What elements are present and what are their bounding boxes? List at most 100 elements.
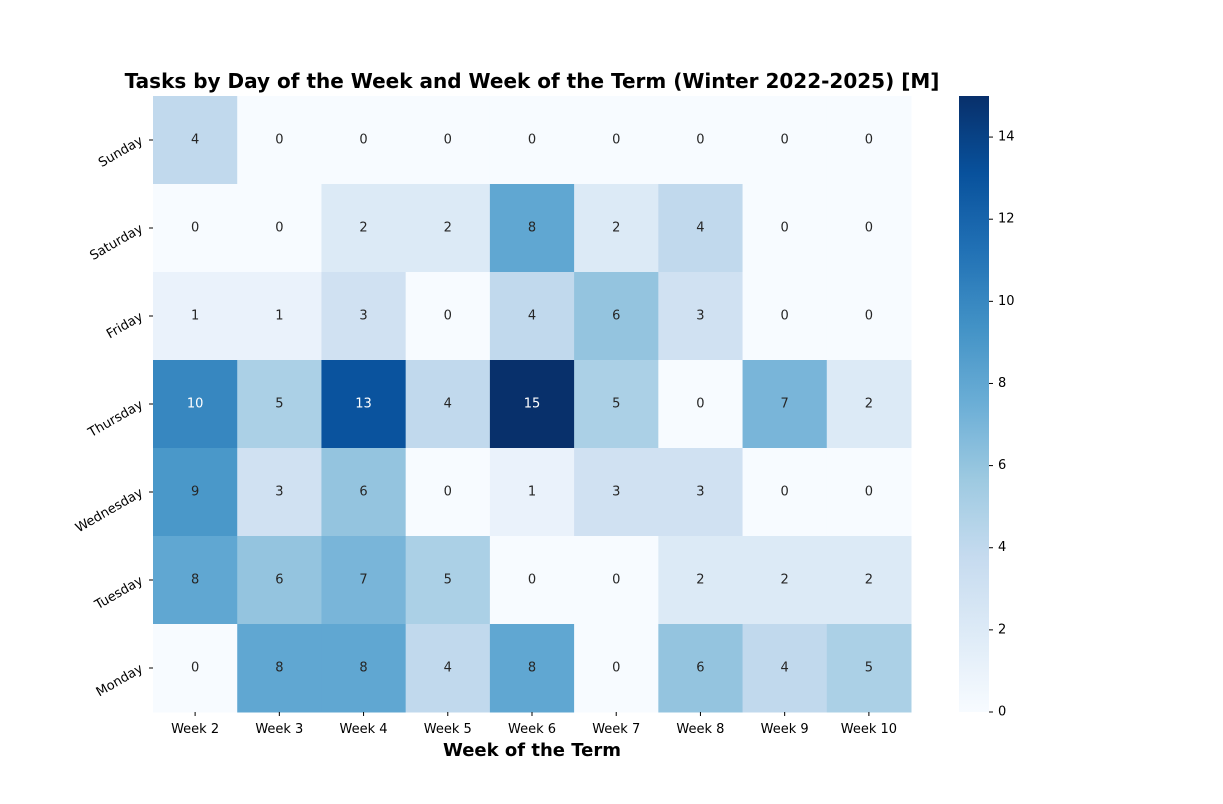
heatmap-cell-value: 0	[444, 485, 452, 500]
heatmap-cell	[153, 624, 238, 713]
heatmap-cell	[321, 184, 407, 273]
heatmap-cell	[826, 96, 912, 185]
y-tick-label: Tuesday	[92, 573, 146, 613]
heatmap-cell-value: 0	[865, 309, 873, 324]
colorbar-tick-label: 12	[998, 212, 1015, 227]
heatmap-cell	[489, 624, 575, 713]
heatmap-cell-value: 0	[865, 133, 873, 148]
heatmap-cell	[237, 272, 322, 361]
heatmap-cell	[826, 272, 912, 361]
heatmap-cell-value: 1	[275, 309, 283, 324]
heatmap-cell-value: 6	[696, 661, 704, 676]
colorbar-tick-label: 4	[998, 540, 1006, 555]
heatmap-cell-value: 0	[191, 221, 199, 236]
heatmap-cell	[489, 272, 575, 361]
heatmap-cell	[742, 624, 828, 713]
heatmap-cell-value: 1	[528, 485, 536, 500]
heatmap-cell-value: 2	[696, 573, 704, 588]
heatmap-cell-value: 2	[781, 573, 789, 588]
heatmap-cell	[742, 448, 828, 537]
heatmap-cell-value: 7	[359, 573, 367, 588]
heatmap-cell	[405, 624, 491, 713]
heatmap-cell-value: 8	[275, 661, 283, 676]
heatmap-cell-value: 0	[612, 661, 620, 676]
heatmap-cell-value: 0	[781, 309, 789, 324]
y-tick-label: Thursday	[85, 397, 146, 441]
heatmap-cell-value: 8	[359, 661, 367, 676]
heatmap-cell-value: 9	[191, 485, 199, 500]
heatmap-cell-value: 0	[781, 221, 789, 236]
heatmap-cell	[405, 184, 491, 273]
heatmap-cell	[321, 624, 407, 713]
heatmap-cell-value: 0	[275, 133, 283, 148]
heatmap-cell-value: 2	[444, 221, 452, 236]
heatmap-cell	[742, 184, 828, 273]
heatmap-cell	[405, 536, 491, 625]
heatmap-cell	[321, 536, 407, 625]
heatmap-cell	[658, 624, 744, 713]
heatmap-cell-value: 6	[612, 309, 620, 324]
heatmap-cell	[321, 96, 407, 185]
x-tick-label: Week 4	[340, 722, 388, 737]
heatmap-cell	[321, 360, 407, 449]
colorbar-tick-label: 8	[998, 376, 1006, 391]
heatmap-cell	[237, 536, 322, 625]
heatmap-cell-labels: 4 0 0 0 0 0 0 0 00 0 2 2 8 2 4 0 01 1 3 0 4 6 3 0 010 5 13 4 15 5 0 7 29…	[187, 133, 873, 676]
heatmap-cell-value: 3	[696, 485, 704, 500]
colorbar-tick-label: 10	[998, 294, 1015, 309]
heatmap-cell-value: 0	[191, 661, 199, 676]
heatmap-cell-value: 0	[865, 485, 873, 500]
heatmap-cell	[153, 360, 238, 449]
heatmap-cell-value: 4	[696, 221, 704, 236]
heatmap-cell-value: 0	[865, 221, 873, 236]
heatmap-cell-value: 15	[524, 397, 541, 412]
heatmap-cell	[153, 272, 238, 361]
heatmap-cell	[658, 272, 744, 361]
y-tick-label: Saturday	[88, 221, 146, 263]
heatmap-cell	[153, 536, 238, 625]
heatmap-cell-value: 2	[865, 397, 873, 412]
heatmap-cell	[658, 536, 744, 625]
heatmap-cell	[658, 448, 744, 537]
colorbar-tick-label: 2	[998, 622, 1006, 637]
heatmap-cell-value: 4	[781, 661, 789, 676]
heatmap-cell	[574, 96, 659, 185]
heatmap-cell	[742, 536, 828, 625]
colorbar-tick-label: 14	[998, 130, 1015, 145]
heatmap-cell	[489, 96, 575, 185]
x-tick-label: Week 5	[424, 722, 472, 737]
heatmap-cell-value: 0	[781, 485, 789, 500]
heatmap-cell-value: 8	[528, 221, 536, 236]
heatmap-cell-value: 4	[528, 309, 536, 324]
heatmap-cell-value: 3	[275, 485, 283, 500]
heatmap-cell	[237, 448, 322, 537]
heatmap-cell	[826, 536, 912, 625]
heatmap-cell	[489, 184, 575, 273]
heatmap-cell-value: 2	[865, 573, 873, 588]
heatmap-cell	[658, 96, 744, 185]
heatmap-cell	[153, 96, 238, 185]
heatmap-cell-value: 6	[359, 485, 367, 500]
heatmap-cell	[826, 624, 912, 713]
x-tick-label: Week 2	[171, 722, 219, 737]
x-axis-ticks: Week 2 Week 3 Week 4 Week 5 Week 6 Week 7 Week…	[171, 712, 897, 737]
heatmap-cell	[405, 448, 491, 537]
y-axis-ticks: Sunday Saturday Friday Thursday Wednesday Tue…	[73, 133, 153, 700]
heatmap-cell	[321, 272, 407, 361]
heatmap-cell	[237, 624, 322, 713]
colorbar-gradient	[959, 96, 989, 712]
heatmap-cell	[574, 272, 659, 361]
chart-title: Tasks by Day of the Week and Week of the…	[125, 69, 940, 93]
heatmap-cell	[574, 536, 659, 625]
heatmap-cell-value: 10	[187, 397, 204, 412]
heatmap-cell-value: 2	[359, 221, 367, 236]
heatmap-cell	[574, 360, 659, 449]
x-tick-label: Week 10	[841, 722, 897, 737]
y-tick-label: Friday	[104, 309, 146, 342]
heatmap-cell	[237, 360, 322, 449]
heatmap-cell-value: 0	[275, 221, 283, 236]
colorbar-tick-label: 0	[998, 705, 1006, 720]
heatmap-cell-value: 0	[696, 397, 704, 412]
